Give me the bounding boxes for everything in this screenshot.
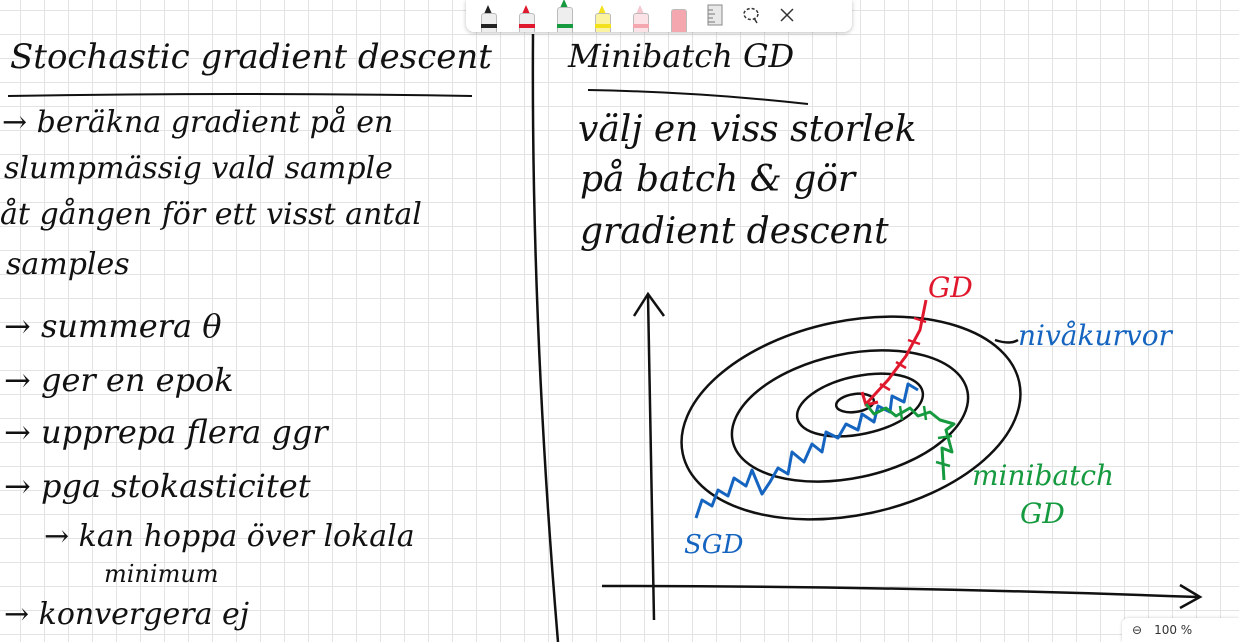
pen-color-band xyxy=(519,24,535,28)
left-line-1: → beräkna gradient på en xyxy=(2,105,394,140)
title-underline-left xyxy=(7,93,473,97)
right-line-3: gradient descent xyxy=(580,211,889,252)
left-line-8: → pga stokasticitet xyxy=(4,467,311,505)
yellow-highlighter-tool[interactable] xyxy=(588,0,616,32)
pen-tip-icon xyxy=(560,0,568,8)
left-title: Stochastic gradient descent xyxy=(10,37,492,77)
contour-leader-line xyxy=(994,338,1019,344)
contour-label: nivåkurvor xyxy=(1018,319,1172,352)
y-axis xyxy=(646,295,656,621)
lasso-icon xyxy=(743,7,759,24)
pen-toolbar xyxy=(466,0,852,32)
contour-outer xyxy=(680,315,1022,521)
left-line-9: → kan hoppa över lokala xyxy=(44,519,415,554)
gd-ticks xyxy=(879,316,927,392)
right-title: Minibatch GD xyxy=(568,37,795,75)
lasso-button[interactable] xyxy=(738,2,764,28)
black-pen-tool[interactable] xyxy=(474,0,502,32)
left-line-4: samples xyxy=(6,247,130,282)
pen-icon xyxy=(557,7,573,32)
highlighter-icon xyxy=(633,13,649,32)
green-pen-tool[interactable] xyxy=(550,0,578,32)
x-axis xyxy=(601,584,1199,599)
left-line-10: minimum xyxy=(104,560,219,588)
highlighter-color-band xyxy=(595,24,611,28)
sgd-path xyxy=(694,382,919,519)
zoom-out-button[interactable]: ⊖ xyxy=(1132,623,1143,637)
close-icon xyxy=(780,8,794,22)
ruler-button[interactable] xyxy=(702,2,728,28)
minibatch-ticks xyxy=(898,405,953,468)
right-line-1: välj en viss storlek xyxy=(578,109,917,150)
highlighter-tip-icon xyxy=(598,5,606,14)
pen-tip-icon xyxy=(484,5,492,14)
minibatch-gd-label: GD xyxy=(1020,497,1065,530)
title-underline-right xyxy=(587,89,809,105)
pen-icon xyxy=(481,13,497,32)
left-line-5: → summera θ xyxy=(4,307,222,345)
pink-highlighter-tool[interactable] xyxy=(626,0,654,32)
red-pen-tool[interactable] xyxy=(512,0,540,32)
column-divider xyxy=(531,33,560,642)
highlighter-color-band xyxy=(633,24,649,28)
highlighter-icon xyxy=(595,13,611,32)
zoom-level: 100 % xyxy=(1154,623,1193,637)
sgd-label: SGD xyxy=(684,530,744,560)
close-button[interactable] xyxy=(774,2,800,28)
pen-tip-icon xyxy=(522,5,530,14)
pen-icon xyxy=(519,13,535,32)
zoom-control: ⊖ 100 % xyxy=(1122,618,1239,642)
contour-inner xyxy=(795,372,925,438)
pen-color-band xyxy=(557,24,573,28)
left-line-3: åt gången för ett visst antal xyxy=(0,197,422,232)
right-line-2: på batch & gör xyxy=(580,159,856,200)
eraser-icon xyxy=(671,9,687,32)
x-axis-arrowhead xyxy=(1179,583,1203,610)
contour-lines xyxy=(680,315,1022,521)
y-axis-arrowhead xyxy=(632,291,666,317)
pen-color-band xyxy=(481,24,497,28)
left-line-11: → konvergera ej xyxy=(4,597,250,632)
contour-middle xyxy=(730,349,970,483)
left-line-7: → upprepa flera ggr xyxy=(4,413,328,451)
minibatch-path xyxy=(864,403,956,481)
eraser-tool[interactable] xyxy=(664,0,692,32)
highlighter-tip-icon xyxy=(636,5,644,14)
ruler-icon xyxy=(707,4,723,26)
gd-label: GD xyxy=(928,271,973,304)
minibatch-label: minibatch xyxy=(972,459,1115,492)
left-line-2: slumpmässig vald sample xyxy=(4,151,393,186)
left-line-6: → ger en epok xyxy=(4,361,234,399)
contour-center xyxy=(834,392,876,414)
